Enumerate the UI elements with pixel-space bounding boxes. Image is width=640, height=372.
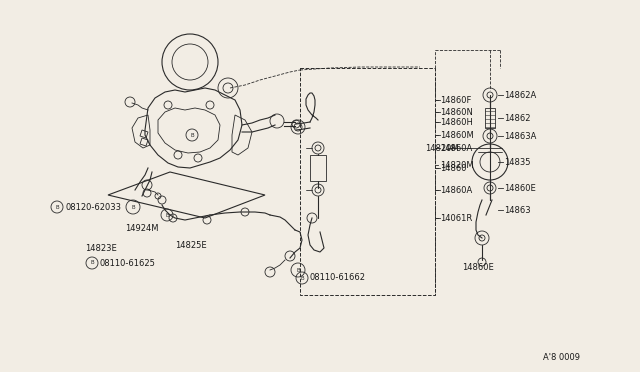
Text: 14823E: 14823E — [85, 244, 116, 253]
Text: 14863A: 14863A — [504, 131, 536, 141]
Text: A'8 0009: A'8 0009 — [543, 353, 580, 362]
Text: B: B — [165, 212, 169, 218]
Text: 14860M: 14860M — [440, 131, 474, 140]
Text: 14860N: 14860N — [440, 108, 473, 116]
Text: B: B — [296, 267, 300, 273]
Text: 08110-61662: 08110-61662 — [310, 273, 366, 282]
Text: 14820M: 14820M — [440, 160, 474, 170]
Text: B: B — [190, 132, 194, 138]
Text: B: B — [300, 276, 304, 280]
Text: 14061R: 14061R — [440, 214, 472, 222]
Text: 14860A: 14860A — [440, 186, 472, 195]
Text: B: B — [55, 205, 59, 209]
Text: 14860E: 14860E — [504, 183, 536, 192]
Text: 14862A: 14862A — [504, 90, 536, 99]
Text: 14862: 14862 — [504, 113, 531, 122]
Text: 14863: 14863 — [504, 205, 531, 215]
Text: 14924M: 14924M — [125, 224, 159, 232]
Text: B: B — [131, 205, 135, 209]
Text: 14860: 14860 — [440, 164, 467, 173]
Text: 08110-61625: 08110-61625 — [100, 259, 156, 267]
Text: 14860E: 14860E — [462, 263, 493, 273]
Bar — [300, 68, 435, 295]
Text: 08120-62033: 08120-62033 — [65, 202, 121, 212]
Text: 14860H: 14860H — [440, 118, 473, 126]
Text: B: B — [90, 260, 94, 266]
Text: 14860F: 14860F — [440, 96, 472, 105]
Text: 14835: 14835 — [504, 157, 531, 167]
Bar — [485, 108, 495, 128]
Text: 14825E: 14825E — [175, 241, 207, 250]
Bar — [310, 155, 326, 181]
Text: 14860A: 14860A — [440, 144, 472, 153]
Text: 14820M: 14820M — [425, 144, 459, 153]
